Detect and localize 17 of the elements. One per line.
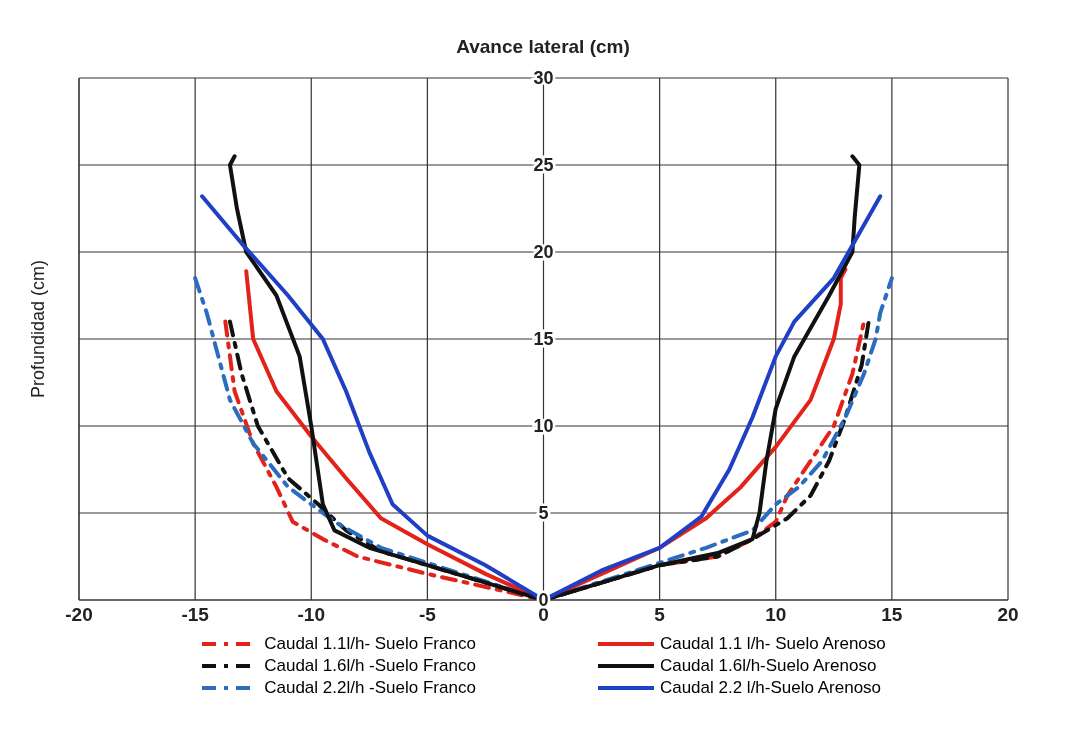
x-tick-label: -5 — [418, 604, 437, 626]
x-tick-label: -10 — [297, 604, 325, 626]
y-axis-title: Profundidad (cm) — [28, 259, 49, 398]
legend-label: Caudal 2.2l/h -Suelo Franco — [264, 678, 476, 698]
x-tick-label: 10 — [765, 604, 787, 626]
legend-label: Caudal 1.6l/h -Suelo Franco — [264, 656, 476, 676]
x-tick-label: -20 — [65, 604, 93, 626]
legend-label: Caudal 1.1 l/h- Suelo Arenoso — [659, 634, 886, 654]
x-tick-label: 20 — [997, 604, 1019, 626]
x-tick-label: 15 — [881, 604, 903, 626]
x-tick-label: -15 — [181, 604, 210, 626]
legend-label: Caudal 1.6l/h-Suelo Arenoso — [659, 656, 877, 676]
legend-label: Caudal 1.1l/h- Suelo Franco — [264, 634, 476, 654]
x-axis-title: Avance lateral (cm) — [455, 36, 631, 58]
y-tick-label: 30 — [533, 68, 554, 88]
x-tick-label: 5 — [654, 604, 666, 626]
legend-label: Caudal 2.2 l/h-Suelo Arenoso — [659, 678, 882, 698]
